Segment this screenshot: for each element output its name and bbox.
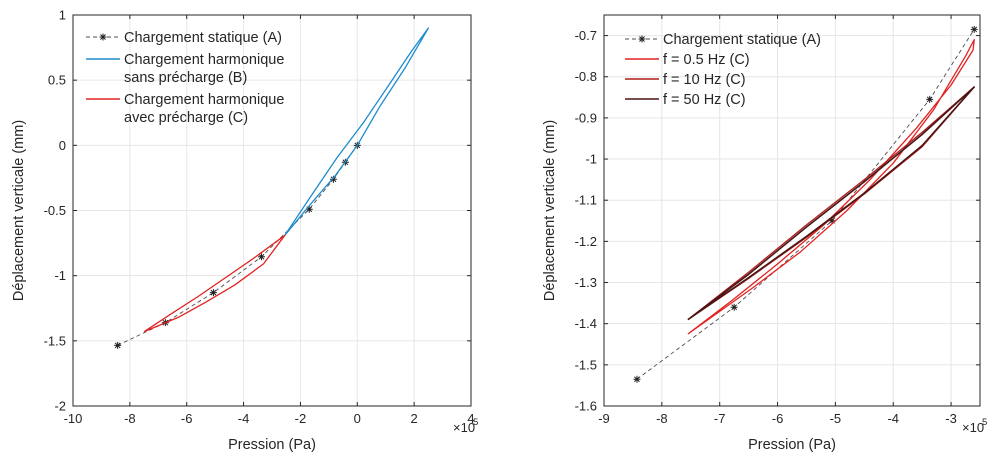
y-tick-label: -0.8 xyxy=(575,69,597,84)
series-line-1 xyxy=(284,27,430,236)
x-tick-label: -6 xyxy=(181,411,193,426)
y-tick-label: 0 xyxy=(59,138,66,153)
x-tick-label: -3 xyxy=(945,411,957,426)
y-tick-label: -1.2 xyxy=(575,234,597,249)
y-tick-label: -0.9 xyxy=(575,110,597,125)
x-tick-label: -9 xyxy=(598,411,610,426)
x-axis-label: Pression (Pa) xyxy=(748,437,836,453)
x-tick-label: -5 xyxy=(830,411,842,426)
y-tick-label: -1 xyxy=(54,268,66,283)
y-tick-label: -0.7 xyxy=(575,28,597,43)
data-marker-star xyxy=(209,289,217,297)
data-marker-star xyxy=(329,175,337,183)
axes-frame xyxy=(603,14,981,407)
x-tick-label: 0 xyxy=(354,411,361,426)
x-axis-multiplier: ×10 xyxy=(453,420,475,435)
y-tick-label: -0.5 xyxy=(44,203,66,218)
y-tick-label: -1.4 xyxy=(575,316,597,331)
data-marker-star xyxy=(305,205,313,213)
legend-label: f = 10 Hz (C) xyxy=(663,72,746,88)
y-tick-label: -1.3 xyxy=(575,275,597,290)
legend-label: Chargement harmonique xyxy=(124,52,284,68)
x-tick-label: -4 xyxy=(887,411,899,426)
y-tick-label: -1.5 xyxy=(44,333,66,348)
data-marker-star xyxy=(828,217,836,225)
y-tick-label: -1 xyxy=(585,152,597,167)
series-line-2 xyxy=(143,234,286,333)
data-marker-star xyxy=(730,303,738,311)
x-tick-label: -7 xyxy=(714,411,726,426)
legend-label: f = 0.5 Hz (C) xyxy=(663,52,750,68)
series-line-3 xyxy=(687,86,976,321)
y-tick-label: 1 xyxy=(59,8,66,23)
legend-label: Chargement statique (A) xyxy=(124,30,282,46)
data-marker-star xyxy=(970,25,978,33)
x-tick-label: 4 xyxy=(467,411,474,426)
x-axis-multiplier-exponent: 5 xyxy=(982,417,987,428)
y-tick-label: 0.5 xyxy=(48,73,66,88)
y-axis-label: Déplacement verticale (mm) xyxy=(11,120,27,301)
series-line-static xyxy=(117,145,358,346)
data-marker-star xyxy=(926,95,934,103)
legend-label: Chargement harmonique xyxy=(124,92,284,108)
data-marker-star xyxy=(638,35,646,43)
x-tick-label: -2 xyxy=(295,411,307,426)
x-tick-label: 2 xyxy=(411,411,418,426)
left-plot-panel: -10 -8 -6 -4 -2 0 2 4 -2 -1.5 -1 -0.5 0 0.5 1 Pression … xyxy=(11,8,478,454)
x-axis-label: Pression (Pa) xyxy=(228,437,316,453)
x-axis-multiplier: ×10 xyxy=(962,420,984,435)
right-plot-panel: -9 -8 -7 -6 -5 -4 -3 -1.6 -1.5 -1.4 -1.3 -1.2 -1.1 -1… xyxy=(542,14,987,453)
data-marker-star xyxy=(114,341,122,349)
x-tick-label: -8 xyxy=(656,411,668,426)
y-tick-label: -1.6 xyxy=(575,399,597,414)
series-line-2 xyxy=(687,86,975,321)
data-marker-star xyxy=(99,33,107,41)
legend-label: Chargement statique (A) xyxy=(663,32,821,48)
y-tick-label: -2 xyxy=(54,399,66,414)
legend-label: avec précharge (C) xyxy=(124,110,248,126)
y-tick-label: -1.1 xyxy=(575,193,597,208)
series-line-static xyxy=(636,29,975,380)
data-marker-star xyxy=(257,253,265,261)
y-tick-label: -1.5 xyxy=(575,357,597,372)
legend-label: sans précharge (B) xyxy=(124,70,247,86)
x-tick-label: -4 xyxy=(238,411,250,426)
data-marker-star xyxy=(633,375,641,383)
x-tick-label: -6 xyxy=(772,411,784,426)
x-tick-label: -8 xyxy=(124,411,136,426)
y-axis-label: Déplacement verticale (mm) xyxy=(542,120,558,301)
series-line-1 xyxy=(687,39,975,335)
x-axis-multiplier-exponent: 5 xyxy=(473,417,478,428)
legend-label: f = 50 Hz (C) xyxy=(663,92,746,108)
x-tick-label: -10 xyxy=(64,411,83,426)
